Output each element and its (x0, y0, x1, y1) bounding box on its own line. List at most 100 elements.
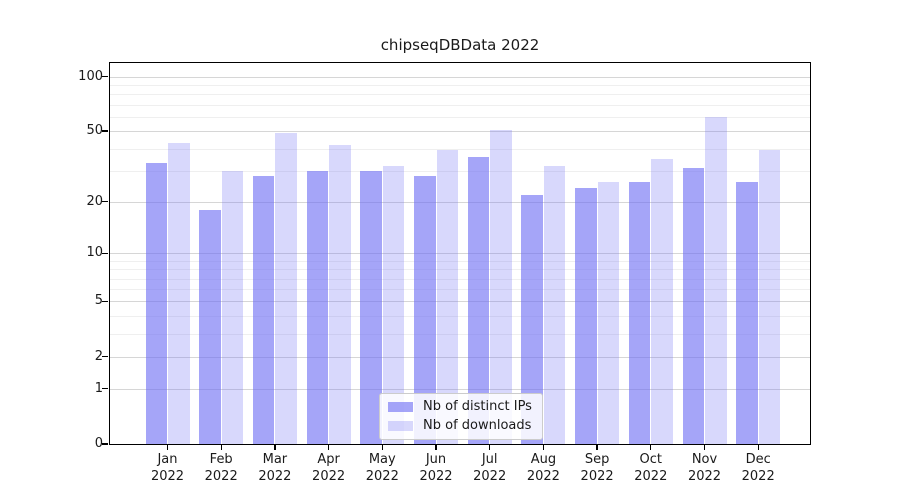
x-tick (435, 444, 437, 450)
x-tick-year: 2022 (580, 469, 614, 484)
bar-downloads-aug (543, 165, 566, 444)
y-tick (102, 355, 108, 358)
y-tick (102, 443, 108, 445)
x-tick-year: 2022 (312, 469, 346, 484)
legend-swatch-icon (388, 420, 413, 431)
gridline-major (110, 201, 810, 203)
bar-ips-feb (199, 209, 221, 444)
x-tick-label: Dec 2022 (723, 451, 793, 485)
x-tick-year: 2022 (204, 469, 238, 484)
x-tick-label: Nov 2022 (670, 451, 740, 485)
x-tick-label: May 2022 (347, 451, 417, 485)
x-tick-label: Jan 2022 (133, 451, 203, 485)
x-tick (381, 444, 383, 450)
y-tick (102, 252, 108, 254)
x-tick-year: 2022 (419, 469, 453, 484)
bar-ips-mar (252, 176, 275, 444)
bar-ips-may (360, 170, 382, 444)
bar-downloads-nov (705, 116, 727, 444)
bar-ips-aug (521, 194, 543, 444)
bar-downloads-feb (221, 170, 244, 444)
bar-downloads-jul (490, 129, 512, 444)
bar-ips-sep (575, 187, 597, 444)
bar-ips-apr (306, 170, 329, 444)
x-tick-month: Feb (209, 452, 233, 467)
x-tick (596, 444, 598, 450)
x-tick-month: Jan (157, 452, 178, 467)
x-tick-year: 2022 (150, 469, 185, 484)
gridline-minor (110, 289, 810, 291)
bar-downloads-jan (168, 142, 190, 444)
gridline-minor (110, 94, 810, 96)
gridline-minor (110, 148, 810, 150)
x-tick-label: Jun 2022 (401, 451, 471, 485)
bar-downloads-jun (436, 150, 458, 444)
y-tick (102, 300, 108, 303)
bar-downloads-sep (597, 181, 620, 444)
legend-item: Nb of downloads (388, 418, 532, 433)
bar-downloads-apr (329, 144, 351, 444)
x-tick-month: Sep (584, 452, 610, 467)
x-tick-year: 2022 (473, 469, 507, 484)
x-tick (542, 444, 545, 450)
x-tick (703, 444, 706, 450)
bar-ips-jan (145, 163, 167, 444)
y-tick-label: 2 (94, 348, 103, 364)
y-tick (102, 201, 108, 203)
x-tick-year: 2022 (526, 469, 560, 484)
x-tick (489, 444, 491, 450)
y-tick-label: 10 (86, 245, 103, 261)
bar-downloads-dec (758, 150, 781, 444)
x-tick (166, 444, 169, 450)
bar-downloads-may (382, 165, 405, 444)
bar-ips-oct (628, 181, 651, 444)
y-tick-label: 50 (86, 123, 103, 139)
x-tick-month: Aug (530, 452, 557, 467)
gridline-minor (110, 170, 810, 172)
gridline-minor (110, 104, 810, 106)
x-tick (220, 444, 222, 450)
x-tick-month: Oct (639, 452, 663, 467)
x-tick-label: Aug 2022 (508, 451, 578, 485)
y-tick-label: 5 (94, 293, 103, 309)
x-tick-month: Dec (745, 452, 771, 467)
x-tick-year: 2022 (687, 469, 722, 484)
x-tick-label: Sep 2022 (562, 451, 632, 485)
x-tick (274, 444, 276, 450)
bar-ips-nov (682, 168, 704, 444)
gridline-minor (110, 315, 810, 317)
y-tick-label: 0 (94, 436, 103, 451)
legend: Nb of distinct IPs Nb of downloads (379, 393, 543, 440)
y-tick (102, 388, 108, 390)
bar-ips-jul (467, 156, 490, 444)
x-tick-label: Feb 2022 (186, 451, 256, 485)
gridline-major (110, 76, 810, 78)
gridline-minor (110, 278, 810, 280)
legend-label: Nb of distinct IPs (423, 399, 532, 414)
x-tick (327, 444, 330, 450)
x-tick-label: Apr 2022 (294, 451, 364, 485)
y-tick (102, 130, 108, 132)
y-tick-label: 100 (78, 68, 103, 84)
x-tick-month: Jul (481, 452, 498, 467)
chart-title: chipseqDBData 2022 (380, 36, 540, 54)
y-tick-label: 1 (94, 380, 103, 396)
gridline-major (110, 388, 810, 390)
gridline-major (110, 253, 810, 255)
bar-downloads-oct (651, 158, 673, 444)
gridline-minor (110, 260, 810, 262)
gridline-major (110, 301, 810, 303)
y-tick (102, 76, 108, 78)
bar-ips-dec (736, 181, 758, 444)
gridline-major (110, 131, 810, 133)
x-tick-label: Jul 2022 (455, 451, 525, 485)
bar-ips-jun (414, 176, 436, 444)
y-tick-label: 20 (86, 193, 103, 209)
x-tick-year: 2022 (365, 469, 399, 484)
plot-area: 100 50 20 10 5 2 1 0 Jan 2022 Feb 2022 Mar 2022 Apr 202… (78, 62, 811, 484)
x-tick-year: 2022 (258, 469, 292, 484)
gridline-minor (110, 85, 810, 86)
x-tick-year: 2022 (741, 469, 775, 484)
x-tick-month: Apr (317, 452, 340, 467)
